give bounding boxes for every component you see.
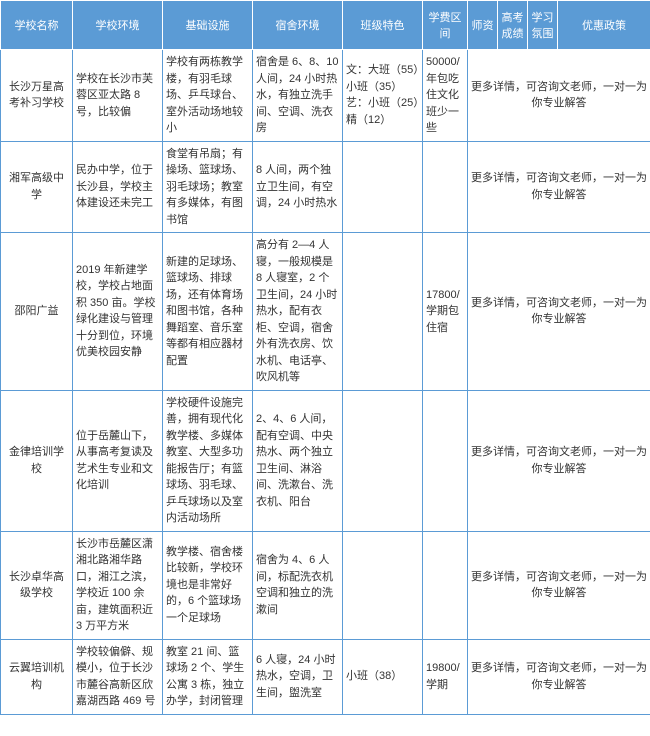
cell-name: 长沙万星高考补习学校	[1, 50, 73, 142]
cell-env: 民办中学，位于长沙县，学校主体建设还未完工	[73, 141, 163, 233]
table-row: 长沙卓华高级学校长沙市岳麓区潇湘北路湘华路口，湘江之滨，学校近 100 余亩，建…	[1, 531, 650, 639]
header-teacher: 师资	[468, 1, 498, 50]
cell-name: 金律培训学校	[1, 390, 73, 531]
cell-contact: 更多详情，可咨询文老师，一对一为你专业解答	[468, 50, 650, 142]
cell-fee	[423, 390, 468, 531]
cell-infra: 教学楼、宿舍楼比较新，学校环境也是非常好的，6 个篮球场一个足球场	[163, 531, 253, 639]
cell-fee	[423, 531, 468, 639]
cell-env: 长沙市岳麓区潇湘北路湘华路口，湘江之滨，学校近 100 余亩，建筑面积近 3 万…	[73, 531, 163, 639]
cell-infra: 学校硬件设施完善，拥有现代化教学楼、多媒体教室、大型多功能报告厅；有篮球场、羽毛…	[163, 390, 253, 531]
cell-fee: 50000/年包吃住文化班少一些	[423, 50, 468, 142]
cell-dorm: 8 人间，两个独立卫生间，有空调，24 小时热水	[253, 141, 343, 233]
cell-class: 小班（38）	[343, 639, 423, 714]
header-dorm: 宿舍环境	[253, 1, 343, 50]
cell-dorm: 宿舍是 6、8、10 人间，24 小时热水，有独立洗手间、空调、洗衣房	[253, 50, 343, 142]
table-row: 长沙万星高考补习学校学校在长沙市芙蓉区亚太路 8 号，比较偏学校有两栋教学楼，有…	[1, 50, 650, 142]
cell-class	[343, 233, 423, 391]
cell-fee: 17800/学期包住宿	[423, 233, 468, 391]
cell-env: 2019 年新建学校，学校占地面积 350 亩。学校绿化建设与管理十分到位，环境…	[73, 233, 163, 391]
cell-infra: 学校有两栋教学楼，有羽毛球场、乒乓球台、室外活动场地较小	[163, 50, 253, 142]
cell-fee: 19800/学期	[423, 639, 468, 714]
header-infra: 基础设施	[163, 1, 253, 50]
cell-contact: 更多详情，可咨询文老师，一对一为你专业解答	[468, 531, 650, 639]
cell-infra: 食堂有吊扇；有操场、篮球场、羽毛球场；教室有多媒体，有图书馆	[163, 141, 253, 233]
table-body: 长沙万星高考补习学校学校在长沙市芙蓉区亚太路 8 号，比较偏学校有两栋教学楼，有…	[1, 50, 650, 715]
cell-name: 邵阳广益	[1, 233, 73, 391]
cell-contact: 更多详情，可咨询文老师，一对一为你专业解答	[468, 141, 650, 233]
cell-env: 学校在长沙市芙蓉区亚太路 8 号，比较偏	[73, 50, 163, 142]
cell-name: 云翼培训机构	[1, 639, 73, 714]
cell-dorm: 高分有 2—4 人寝，一般规模是 8 人寝室，2 个卫生间，24 小时热水，配有…	[253, 233, 343, 391]
cell-dorm: 2、4、6 人间，配有空调、中央热水、两个独立卫生间、淋浴间、洗漱台、洗衣机、阳…	[253, 390, 343, 531]
cell-env: 位于岳麓山下，从事高考复读及艺术生专业和文化培训	[73, 390, 163, 531]
cell-infra: 新建的足球场、篮球场、排球场，还有体育场和图书馆，各种舞蹈室、音乐室等都有相应器…	[163, 233, 253, 391]
cell-contact: 更多详情，可咨询文老师，一对一为你专业解答	[468, 233, 650, 391]
header-class: 班级特色	[343, 1, 423, 50]
header-score: 高考成绩	[498, 1, 528, 50]
cell-name: 长沙卓华高级学校	[1, 531, 73, 639]
header-policy: 优惠政策	[558, 1, 650, 50]
cell-contact: 更多详情，可咨询文老师，一对一为你专业解答	[468, 390, 650, 531]
header-atmo: 学习氛围	[528, 1, 558, 50]
cell-env: 学校较偏僻、规模小，位于长沙市麓谷高新区欣嘉湖西路 469 号	[73, 639, 163, 714]
header-fee: 学费区间	[423, 1, 468, 50]
cell-infra: 教室 21 间、篮球场 2 个、学生公寓 3 栋，独立办学，封闭管理	[163, 639, 253, 714]
cell-contact: 更多详情，可咨询文老师，一对一为你专业解答	[468, 639, 650, 714]
table-row: 湘军高级中学民办中学，位于长沙县，学校主体建设还未完工食堂有吊扇；有操场、篮球场…	[1, 141, 650, 233]
cell-fee	[423, 141, 468, 233]
header-env: 学校环境	[73, 1, 163, 50]
cell-class: 文：大班（55）小班（35）艺：小班（25）精（12）	[343, 50, 423, 142]
table-row: 邵阳广益2019 年新建学校，学校占地面积 350 亩。学校绿化建设与管理十分到…	[1, 233, 650, 391]
cell-name: 湘军高级中学	[1, 141, 73, 233]
cell-dorm: 6 人寝，24 小时热水，空调，卫生间，盥洗室	[253, 639, 343, 714]
school-comparison-table: 学校名称 学校环境 基础设施 宿舍环境 班级特色 学费区间 师资 高考成绩 学习…	[0, 0, 650, 715]
cell-class	[343, 531, 423, 639]
cell-dorm: 宿舍为 4、6 人间，标配洗衣机空调和独立的洗漱间	[253, 531, 343, 639]
table-header-row: 学校名称 学校环境 基础设施 宿舍环境 班级特色 学费区间 师资 高考成绩 学习…	[1, 1, 650, 50]
table-row: 金律培训学校位于岳麓山下，从事高考复读及艺术生专业和文化培训学校硬件设施完善，拥…	[1, 390, 650, 531]
cell-class	[343, 390, 423, 531]
cell-class	[343, 141, 423, 233]
header-name: 学校名称	[1, 1, 73, 50]
table-row: 云翼培训机构学校较偏僻、规模小，位于长沙市麓谷高新区欣嘉湖西路 469 号教室 …	[1, 639, 650, 714]
